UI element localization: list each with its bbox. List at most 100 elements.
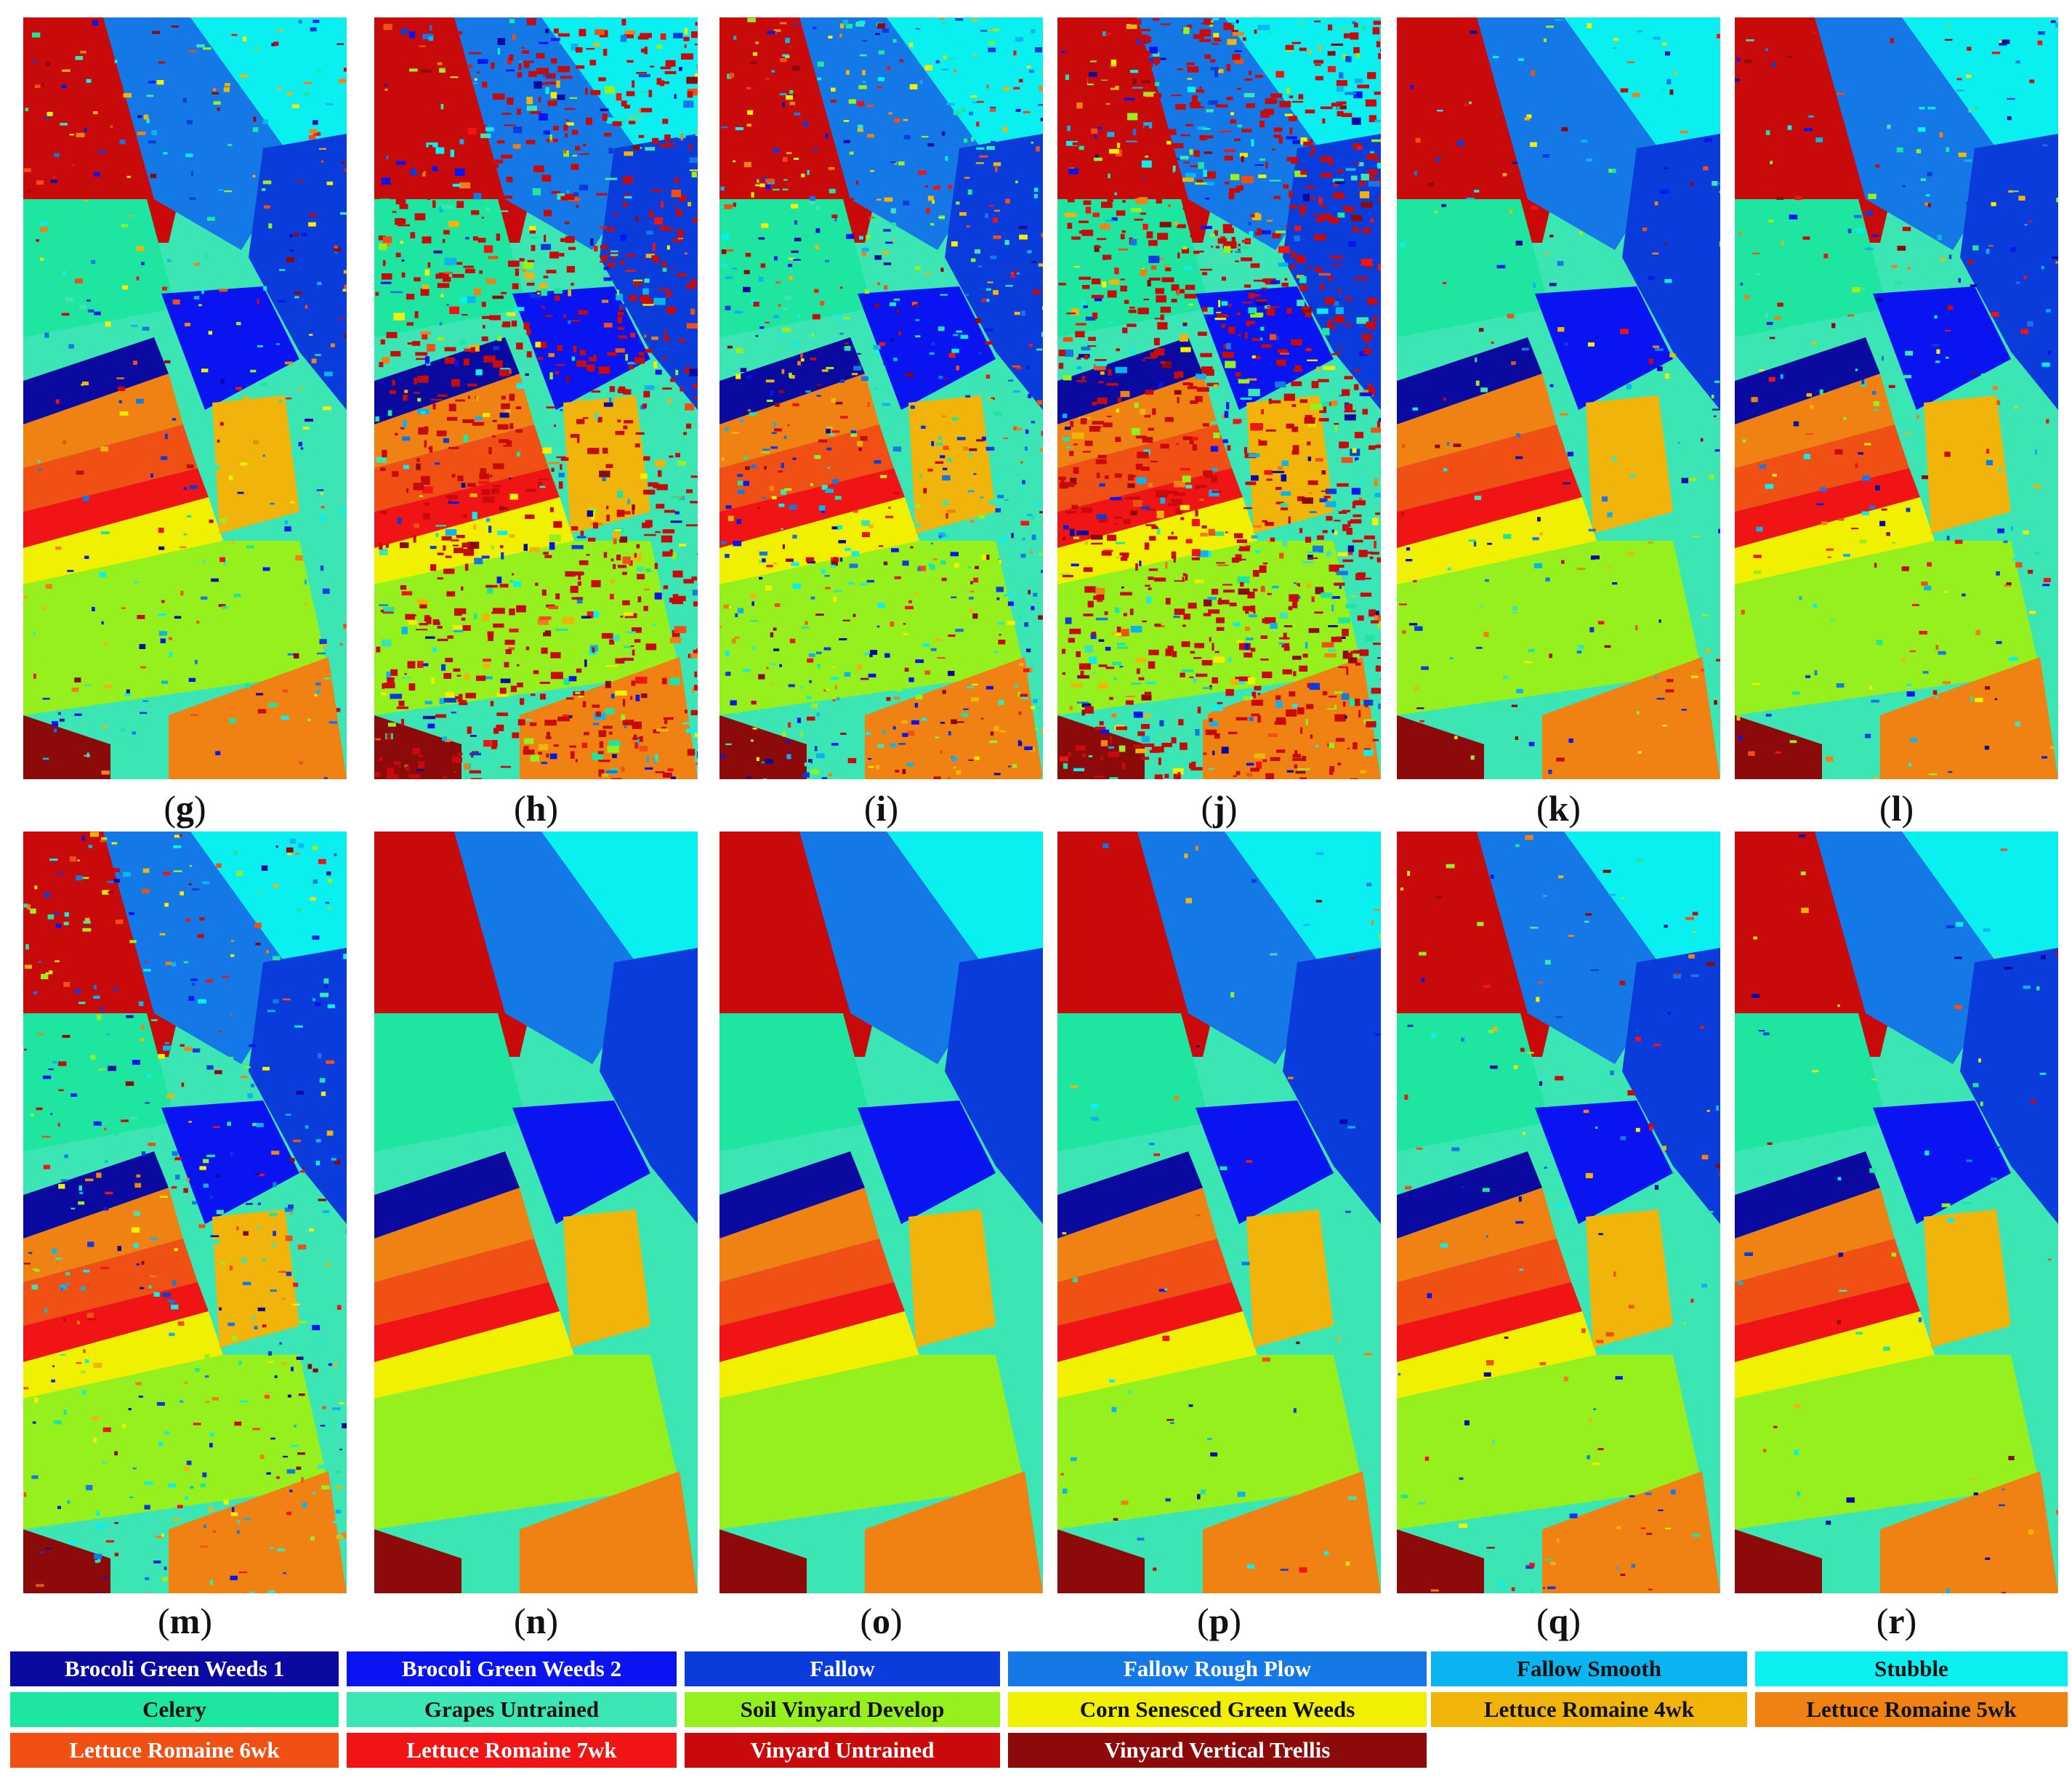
noise-speckle: [1474, 495, 1482, 500]
noise-speckle: [1180, 334, 1189, 342]
noise-speckle: [1253, 294, 1261, 297]
noise-speckle: [512, 283, 519, 289]
noise-speckle: [388, 723, 396, 727]
noise-speckle: [1435, 211, 1438, 214]
noise-speckle: [1088, 53, 1097, 56]
noise-speckle: [1182, 248, 1189, 254]
noise-speckle: [122, 872, 131, 877]
noise-speckle: [396, 45, 406, 53]
noise-speckle: [132, 1060, 140, 1065]
noise-speckle: [571, 544, 584, 550]
noise-speckle: [1085, 316, 1096, 321]
noise-speckle: [821, 508, 825, 513]
noise-speckle: [2002, 39, 2010, 44]
noise-speckle: [953, 766, 956, 769]
region-soil: [374, 541, 680, 715]
noise-speckle: [940, 455, 946, 459]
noise-speckle: [884, 653, 890, 658]
noise-speckle: [1291, 158, 1298, 164]
noise-speckle: [867, 402, 871, 407]
noise-speckle: [1100, 41, 1113, 49]
noise-speckle: [108, 891, 114, 894]
noise-speckle: [849, 563, 858, 568]
noise-speckle: [1909, 650, 1916, 653]
noise-speckle: [439, 68, 446, 73]
noise-speckle: [1328, 648, 1337, 652]
noise-speckle: [201, 369, 209, 373]
noise-speckle: [1375, 444, 1381, 448]
noise-speckle: [1921, 581, 1928, 586]
noise-speckle: [414, 377, 417, 385]
noise-speckle: [254, 1326, 258, 1329]
noise-speckle: [810, 483, 813, 486]
noise-speckle: [1329, 766, 1335, 772]
noise-speckle: [416, 599, 428, 605]
noise-speckle: [308, 222, 316, 227]
noise-speckle: [215, 1174, 220, 1178]
noise-speckle: [219, 557, 225, 563]
noise-speckle: [211, 92, 219, 94]
noise-speckle: [1862, 475, 1871, 481]
region-fallow: [600, 948, 698, 1224]
noise-speckle: [58, 1061, 67, 1066]
noise-speckle: [283, 1572, 286, 1574]
noise-speckle: [1819, 389, 1823, 395]
noise-speckle: [315, 1139, 321, 1143]
noise-speckle: [1879, 520, 1886, 526]
noise-speckle: [129, 214, 132, 217]
noise-speckle: [828, 36, 833, 39]
noise-speckle: [1464, 102, 1468, 107]
noise-speckle: [1336, 105, 1347, 110]
noise-speckle: [1097, 129, 1102, 135]
noise-speckle: [187, 120, 193, 125]
noise-speckle: [962, 107, 966, 113]
noise-speckle: [1991, 202, 1996, 206]
noise-speckle: [459, 104, 466, 108]
noise-speckle: [1288, 45, 1293, 50]
noise-speckle: [1967, 260, 1974, 265]
region-lettuce-4wk: [563, 1210, 650, 1348]
noise-speckle: [890, 208, 896, 214]
noise-speckle: [60, 1353, 66, 1356]
noise-speckle: [283, 370, 287, 373]
noise-speckle: [481, 336, 488, 342]
noise-speckle: [1171, 94, 1182, 97]
noise-speckle: [1076, 651, 1081, 658]
noise-speckle: [940, 722, 945, 724]
noise-speckle: [416, 458, 420, 462]
noise-speckle: [571, 526, 579, 531]
noise-speckle: [1209, 717, 1213, 722]
noise-speckle: [1291, 404, 1297, 407]
noise-speckle: [1531, 206, 1538, 210]
noise-speckle: [605, 770, 618, 773]
noise-speckle: [435, 147, 445, 154]
noise-speckle: [401, 627, 408, 635]
noise-speckle: [93, 985, 97, 990]
noise-speckle: [1191, 518, 1200, 526]
noise-speckle: [523, 749, 535, 755]
noise-speckle: [1637, 751, 1642, 754]
noise-speckle: [131, 325, 138, 327]
noise-speckle: [930, 694, 932, 697]
noise-speckle: [2041, 362, 2050, 367]
noise-speckle: [825, 688, 830, 691]
noise-speckle: [446, 591, 456, 597]
noise-speckle: [320, 516, 326, 522]
noise-speckle: [1174, 209, 1182, 212]
noise-speckle: [486, 278, 496, 284]
noise-speckle: [980, 496, 984, 499]
noise-speckle: [1193, 150, 1200, 157]
noise-speckle: [129, 911, 134, 915]
noise-speckle: [1246, 323, 1250, 326]
noise-speckle: [977, 179, 983, 182]
noise-speckle: [150, 1275, 157, 1278]
noise-speckle: [434, 83, 443, 86]
noise-speckle: [516, 342, 523, 350]
noise-speckle: [1163, 265, 1169, 267]
noise-speckle: [1329, 769, 1334, 776]
noise-speckle: [1629, 474, 1635, 478]
noise-speckle: [1524, 661, 1533, 664]
noise-speckle: [1313, 409, 1318, 414]
noise-speckle: [1706, 233, 1711, 237]
noise-speckle: [1648, 275, 1655, 280]
